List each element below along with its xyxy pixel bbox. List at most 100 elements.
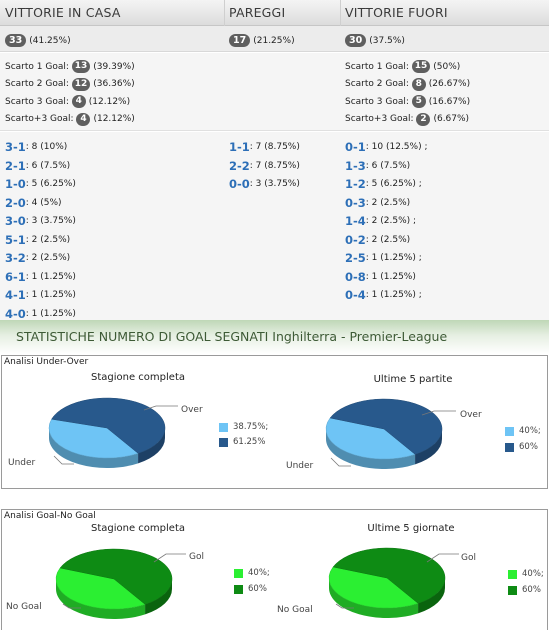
leader-lines: [426, 553, 459, 563]
stats-header: VITTORIE IN CASA PAREGGI VITTORIE FUORI: [0, 0, 549, 26]
score-link[interactable]: 1-3: [345, 158, 366, 173]
legend-item: 60%: [508, 585, 541, 595]
result-detail: : 4 (5%): [25, 197, 62, 208]
score-link[interactable]: 3-2: [5, 251, 26, 266]
result-row: 4-0: 1 (1.25%): [5, 305, 76, 324]
score-link[interactable]: 3-0: [5, 214, 26, 229]
percent-text: (21.25%): [253, 35, 295, 46]
score-link[interactable]: 1-0: [5, 177, 26, 192]
pie-slice-gol: [332, 547, 446, 604]
score-link[interactable]: 6-1: [5, 269, 26, 284]
score-link[interactable]: 4-1: [5, 288, 26, 303]
result-row: 0-3: 2 (2.5%): [345, 194, 428, 213]
result-detail: : 10 (12.5%) ;: [365, 142, 428, 153]
percent-text: (50%): [433, 61, 461, 72]
percent-text: (36.36%): [93, 79, 135, 90]
result-detail: : 1 (1.25%) ;: [365, 290, 422, 301]
score-link[interactable]: 1-2: [345, 177, 366, 192]
legend-swatch: [505, 442, 514, 452]
legend-value: 38.75%;: [233, 422, 269, 432]
score-link[interactable]: 4-0: [5, 306, 26, 321]
result-row: 0-4: 1 (1.25%) ;: [345, 286, 428, 305]
score-link[interactable]: 3-1: [5, 140, 26, 155]
result-row: 0-2: 2 (2.5%): [345, 231, 428, 250]
result-detail: : 1 (1.25%): [25, 271, 76, 282]
panel-title: Analisi Under-Over: [4, 357, 89, 367]
score-link[interactable]: 2-1: [5, 158, 26, 173]
pie-slice-side: [145, 579, 172, 615]
result-row: 0-1: 10 (12.5%) ;: [345, 138, 428, 157]
result-detail: : 3 (3.75%): [25, 216, 76, 227]
score-link[interactable]: 2-0: [5, 195, 26, 210]
pie-slice-side: [326, 429, 416, 469]
score-link[interactable]: 2-2: [229, 158, 250, 173]
score-link[interactable]: 1-1: [229, 140, 250, 155]
pie-slice-side: [49, 428, 139, 468]
score-link[interactable]: 0-3: [345, 195, 366, 210]
result-detail: : 3 (3.75%): [249, 179, 300, 190]
score-link[interactable]: 2-5: [345, 251, 366, 266]
score-link[interactable]: 1-4: [345, 214, 366, 229]
result-detail: : 2 (2.5%): [25, 253, 71, 264]
result-detail: : 5 (6.25%): [25, 179, 76, 190]
margin-row: Scarto 1 Goal: 13 (39.39%): [5, 58, 135, 76]
percent-text: (16.67%): [428, 96, 471, 107]
legend-swatch: [508, 585, 517, 595]
margin-row: Scarto 2 Goal: 12 (36.36%): [5, 76, 135, 94]
totals-row: 33 (41.25%) 17 (21.25%) 30 (37.5%): [0, 26, 549, 52]
margin-label: Scarto+3 Goal:: [5, 114, 74, 125]
score-link[interactable]: 0-0: [229, 177, 250, 192]
leader-lines: [143, 405, 178, 411]
slice-label: Gol: [461, 553, 476, 563]
score-link[interactable]: 0-1: [345, 140, 366, 155]
legend-item: 60%: [505, 442, 538, 452]
result-row: 2-1: 6 (7.5%): [5, 157, 76, 176]
chart-title: Ultime 5 partite: [373, 374, 453, 385]
score-link[interactable]: 0-2: [345, 232, 366, 247]
home-total: 33 (41.25%): [5, 34, 71, 47]
count-badge: 12: [71, 77, 91, 91]
legend-swatch: [234, 568, 243, 578]
result-row: 4-1: 1 (1.25%): [5, 286, 76, 305]
legend-value: 60%: [519, 442, 538, 452]
score-link[interactable]: 0-4: [345, 288, 366, 303]
legend-swatch: [508, 569, 517, 579]
result-row: 5-1: 2 (2.5%): [5, 231, 76, 250]
pie-slice-under: [325, 417, 416, 460]
percent-text: (6.67%): [433, 114, 470, 125]
margin-row: Scarto+3 Goal: 4 (12.12%): [5, 111, 135, 129]
legend-item: 40%;: [234, 568, 270, 578]
count-badge: 30: [345, 34, 367, 47]
pie-slice-side: [56, 579, 146, 619]
pie-slice-over: [329, 398, 443, 455]
leader-lines: [153, 553, 186, 563]
score-link[interactable]: 0-8: [345, 269, 366, 284]
result-detail: : 1 (1.25%): [25, 308, 76, 319]
draws-heading: PAREGGI: [229, 5, 286, 20]
slice-label: Gol: [189, 552, 204, 562]
percent-text: (39.39%): [93, 61, 135, 72]
score-link[interactable]: 5-1: [5, 232, 26, 247]
legend-swatch: [505, 426, 514, 436]
margin-label: Scarto 1 Goal:: [5, 61, 69, 72]
result-detail: : 1 (1.25%): [25, 290, 76, 301]
slice-label: No Goal: [6, 602, 42, 612]
percent-text: (37.5%): [369, 35, 405, 46]
pie-slice-under: [48, 418, 139, 459]
result-detail: : 8 (10%): [25, 142, 68, 153]
result-row: 1-4: 2 (2.5%) ;: [345, 212, 428, 231]
count-badge: 4: [71, 95, 86, 109]
pie-slice-side: [138, 428, 165, 464]
result-row: 2-0: 4 (5%): [5, 194, 76, 213]
percent-text: (41.25%): [29, 35, 71, 46]
result-row: 1-3: 6 (7.5%): [345, 157, 428, 176]
leader-lines: [421, 410, 456, 416]
slice-label: No Goal: [277, 605, 313, 615]
goal-nogoal-panel: Analisi Goal-No Goal Stagione completa N…: [1, 509, 548, 630]
pie-slice-no-goal: [328, 566, 419, 609]
result-detail: : 5 (6.25%) ;: [365, 179, 422, 190]
margin-label: Scarto 1 Goal:: [345, 61, 409, 72]
away-results-list: 0-1: 10 (12.5%) ; 1-3: 6 (7.5%) 1-2: 5 (…: [345, 138, 428, 305]
result-detail: : 6 (7.5%): [365, 160, 411, 171]
legend-value: 60%: [522, 585, 541, 595]
